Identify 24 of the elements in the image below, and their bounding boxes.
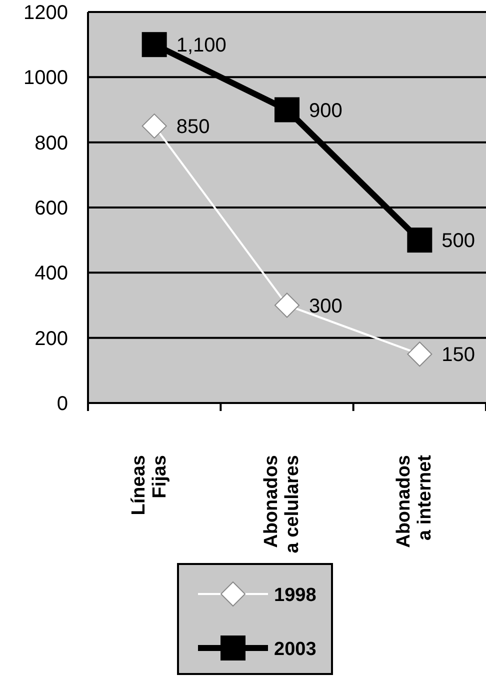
y-tick-label: 1200 [24,2,68,24]
point [142,114,167,139]
data-label: 150 [442,344,476,366]
data-label: 900 [309,100,342,122]
y-tick-label: 0 [56,393,68,415]
x-tick-label: Abonados a internet [394,454,436,548]
y-tick-label: 400 [34,262,68,285]
point [274,292,300,318]
data-label: 850 [176,116,210,138]
legend-label: 2003 [274,639,316,660]
data-label: 300 [309,295,342,318]
x-tick-label: Líneas Fijas [128,455,170,516]
y-tick-label: 600 [34,198,68,220]
y-tick-label: 200 [34,328,68,350]
point [142,32,167,58]
point [274,97,300,122]
x-tick-label: Abonados a celulares [261,455,303,554]
y-tick-label: 1000 [24,67,68,90]
y-tick-label: 800 [34,132,68,154]
data-label: 1,100 [176,34,226,57]
data-label: 500 [442,230,476,252]
legend-label: 1998 [274,585,316,606]
point [407,342,432,367]
point [407,228,432,253]
